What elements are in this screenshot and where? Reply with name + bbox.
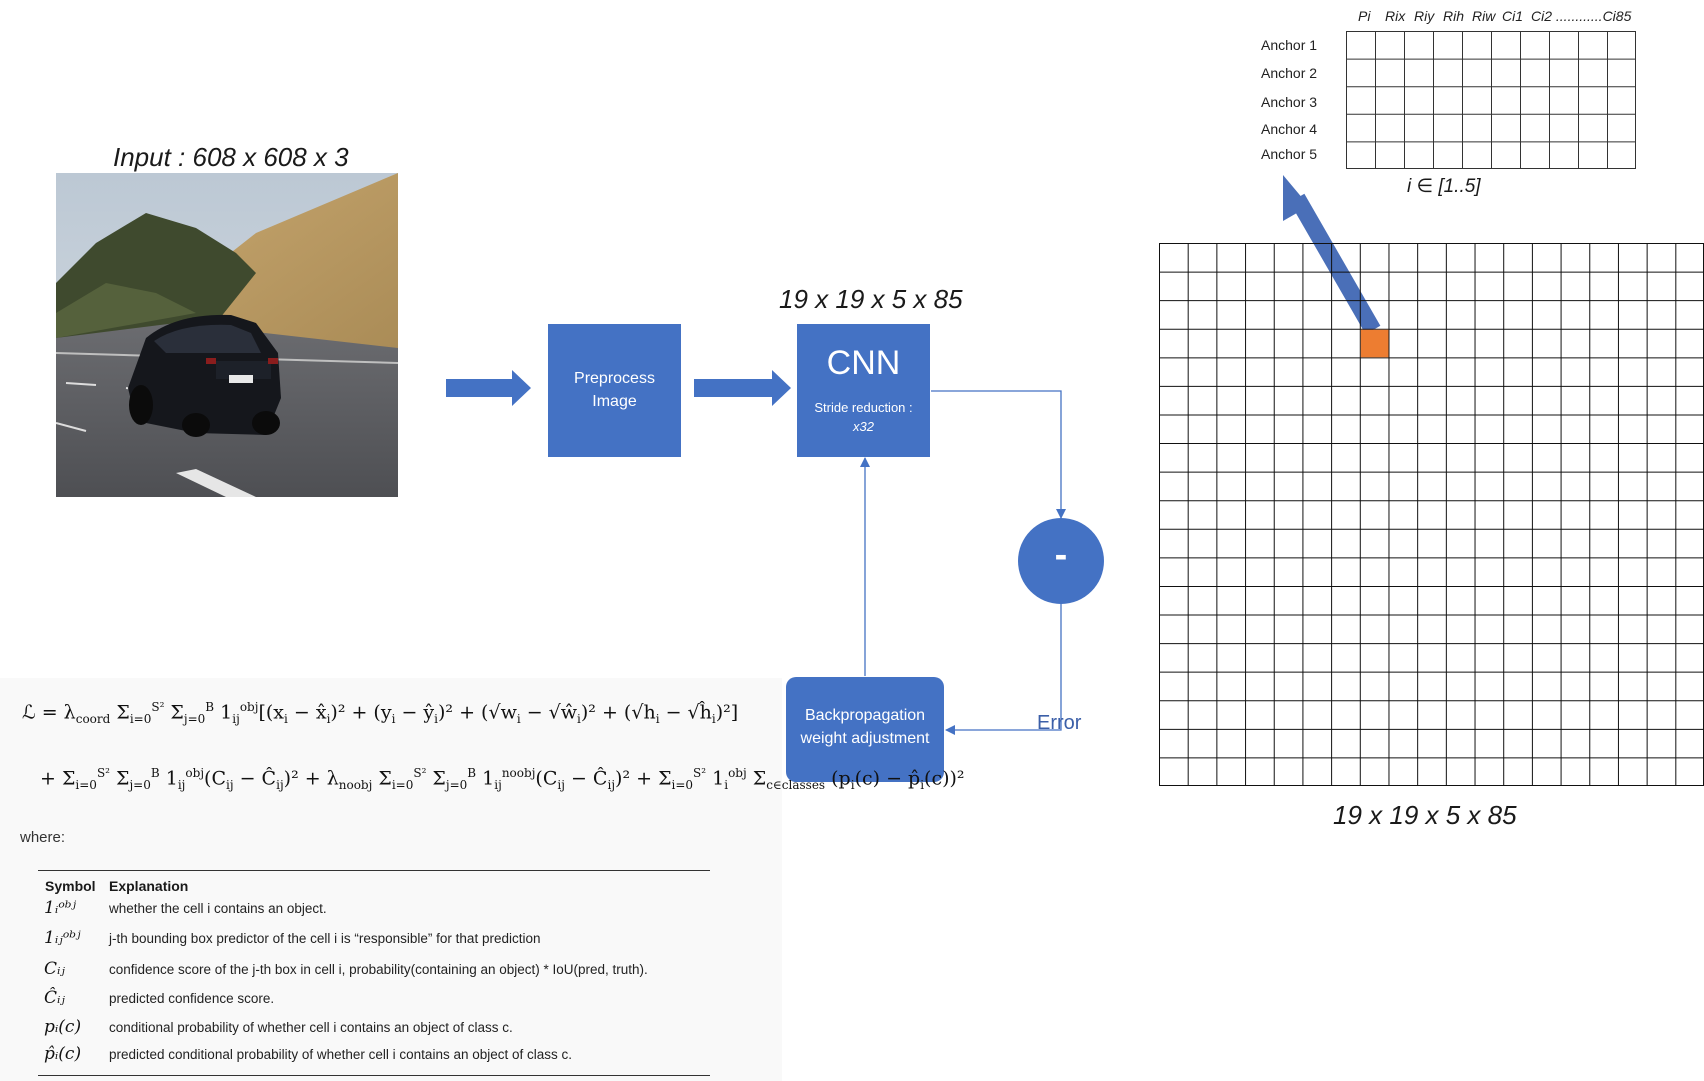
anchor-row-label: Anchor 1	[1261, 37, 1318, 53]
grid-lines	[1159, 243, 1704, 786]
preprocess-block: Preprocess Image	[548, 324, 681, 457]
table-row: 1ᵢᵒᵇʲ whether the cell i contains an obje…	[36, 896, 716, 924]
anchor-table-lines	[1346, 31, 1636, 169]
cnn-output-label: 19 x 19 x 5 x 85	[779, 284, 963, 314]
table-top-rule	[38, 870, 710, 871]
backprop-label-1: Backpropagation	[804, 707, 926, 724]
table-symbol: p̂ᵢ(c)	[44, 1044, 82, 1064]
cnn-stride-value: x32	[853, 419, 874, 434]
table-row: Ĉᵢⱼ predicted confidence score.	[36, 986, 716, 1014]
error-label: Error	[1037, 712, 1082, 734]
backprop-label-2: weight adjustment	[800, 730, 930, 747]
line-cnn-to-diff	[931, 390, 1066, 519]
anchor-range-label: i ∈ [1..5]	[1407, 176, 1481, 197]
difference-node: -	[1018, 518, 1104, 604]
table-explanation: predicted conditional probability of whe…	[109, 1047, 573, 1062]
anchor-header-label: Pi	[1358, 8, 1371, 24]
backprop-block: Backpropagation weight adjustment	[786, 677, 944, 782]
table-symbol: pᵢ(c)	[44, 1017, 82, 1037]
anchor-header-label: Ci1	[1502, 8, 1524, 24]
table-explanation: confidence score of the j-th box in cell…	[109, 962, 648, 977]
preprocess-label-2: Image	[592, 393, 637, 410]
highlighted-grid-cell	[1360, 329, 1389, 358]
anchor-header-label: Rix	[1385, 8, 1406, 24]
table-symbol: Cᵢⱼ	[44, 959, 65, 979]
input-title: Input : 608 x 608 x 3	[113, 142, 349, 172]
preprocess-label-1: Preprocess	[574, 370, 655, 387]
difference-symbol: -	[1054, 534, 1068, 576]
table-row: 1ᵢⱼᵒᵇʲ j-th bounding box predictor of the…	[36, 926, 716, 954]
anchor-header-label: Riw	[1472, 8, 1496, 24]
table-header-explanation: Explanation	[109, 878, 189, 894]
anchor-row-label: Anchor 3	[1261, 94, 1318, 110]
anchor-header-label: Riy	[1414, 8, 1435, 24]
loss-line-1: ℒ = λcoord Σi=0S² Σj=0B 1ijobj[(xi − x̂i…	[22, 700, 739, 727]
loss-line-2: + Σi=0S² Σj=0B 1ijobj(Cij − Ĉij)² + λnoo…	[40, 766, 965, 793]
table-explanation: j-th bounding box predictor of the cell …	[109, 931, 541, 946]
output-grid	[1159, 243, 1704, 786]
input-image	[56, 173, 398, 497]
table-symbol: 1ᵢᵒᵇʲ	[44, 898, 77, 918]
arrow-cell-to-anchors-head	[1283, 175, 1309, 221]
grid-label: 19 x 19 x 5 x 85	[1333, 800, 1517, 830]
where-label: where:	[20, 829, 66, 846]
grid-cells	[1159, 243, 1704, 786]
table-row: p̂ᵢ(c) predicted conditional probability …	[36, 1042, 716, 1070]
table-header-symbol: Symbol	[45, 878, 96, 894]
table-explanation: whether the cell i contains an object.	[109, 901, 327, 916]
table-explanation: conditional probability of whether cell …	[109, 1020, 513, 1035]
table-row: pᵢ(c) conditional probability of whether …	[36, 1015, 716, 1043]
cnn-title: CNN	[826, 344, 901, 382]
cnn-block: CNN Stride reduction : x32	[797, 324, 930, 457]
line-diff-to-backprop	[945, 604, 1062, 735]
anchor-row-label: Anchor 2	[1261, 65, 1318, 81]
anchor-header-label: Ci2 ............Ci85	[1531, 8, 1632, 24]
arrow-preprocess-to-cnn	[694, 370, 791, 406]
cnn-stride-label: Stride reduction :	[814, 400, 913, 415]
anchor-row-label: Anchor 5	[1261, 146, 1318, 162]
arrow-input-to-preprocess	[446, 370, 531, 406]
anchor-table	[1346, 31, 1636, 169]
table-explanation: predicted confidence score.	[109, 991, 275, 1006]
table-symbol: 1ᵢⱼᵒᵇʲ	[44, 928, 81, 948]
anchor-header-label: Rih	[1443, 8, 1465, 24]
table-bottom-rule	[38, 1075, 710, 1076]
loss-panel: ℒ = λcoord Σi=0S² Σj=0B 1ijobj[(xi − x̂i…	[0, 678, 965, 1081]
table-symbol: Ĉᵢⱼ	[44, 988, 65, 1008]
anchor-row-label: Anchor 4	[1261, 121, 1318, 137]
table-row: Cᵢⱼ confidence score of the j-th box in c…	[36, 957, 716, 985]
